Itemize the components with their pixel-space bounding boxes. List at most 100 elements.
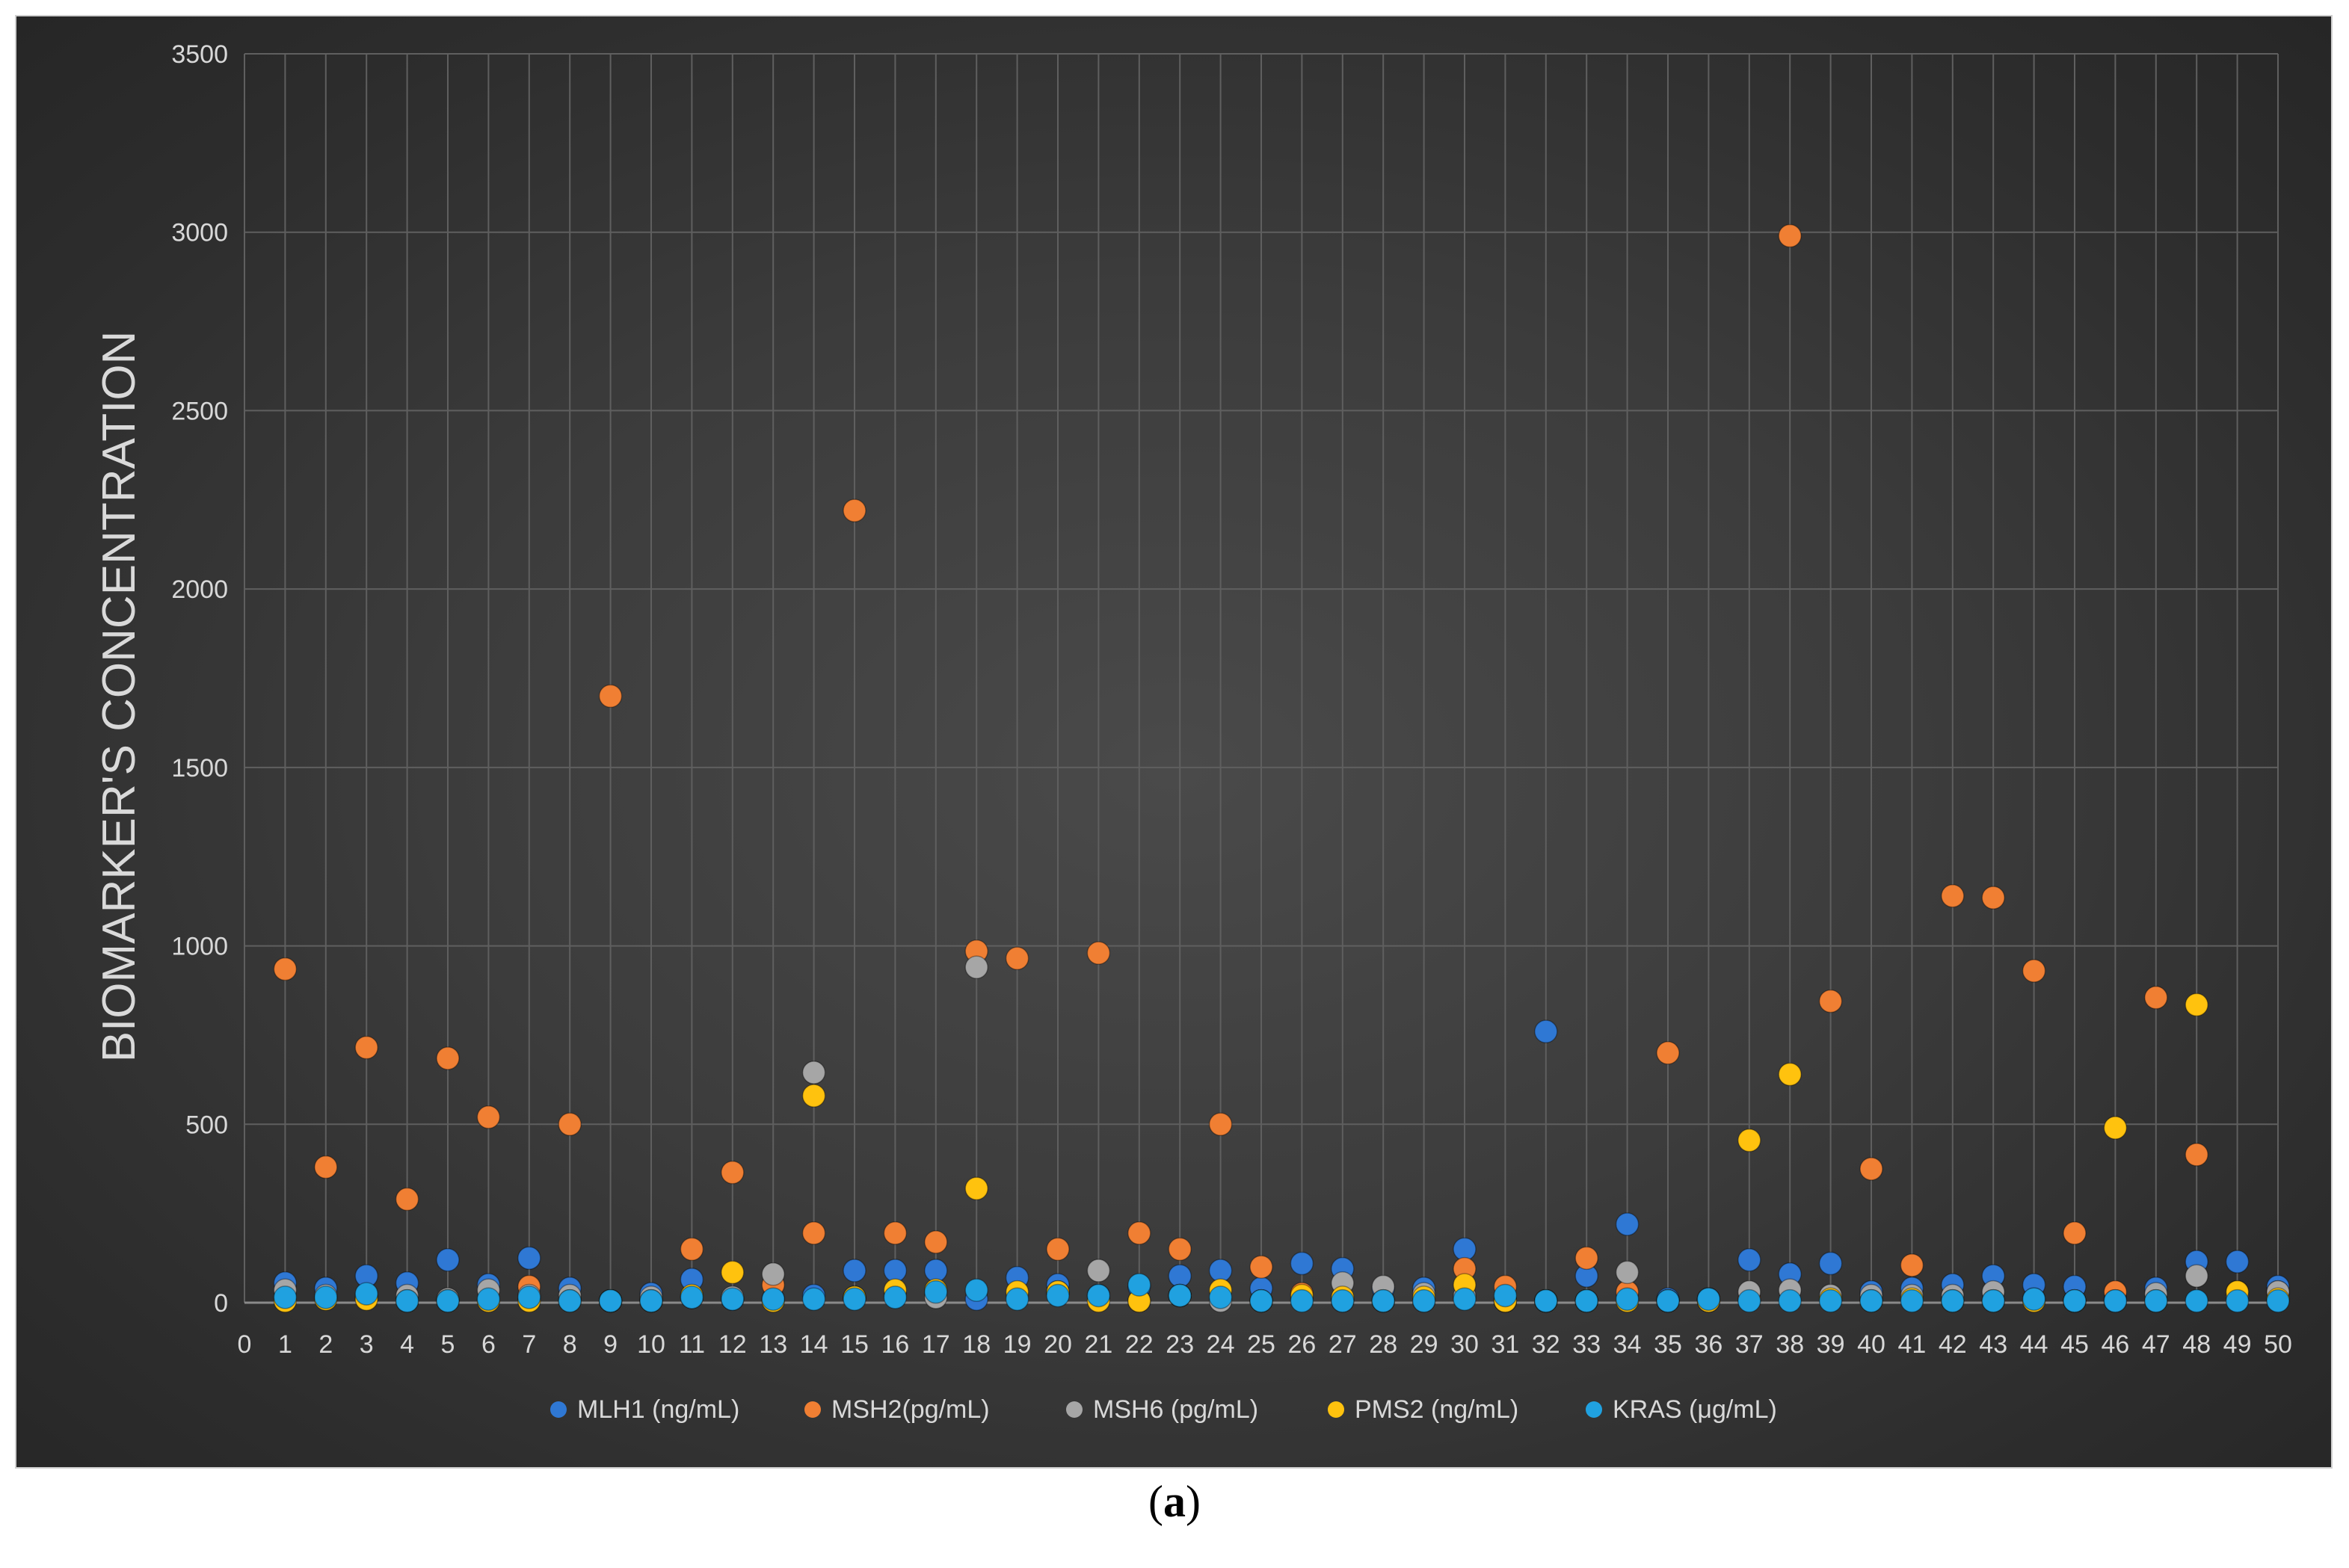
figure-caption: (a): [0, 1476, 2349, 1528]
data-point: [801, 1084, 826, 1108]
data-point: [436, 1247, 460, 1272]
series-0: [273, 1019, 2290, 1313]
data-point: [1778, 1288, 1802, 1313]
data-point: [1168, 1283, 1192, 1308]
data-point: [1737, 1129, 1761, 1152]
data-point: [1331, 1288, 1355, 1313]
data-point: [2144, 1288, 2168, 1313]
data-point: [2185, 1264, 2208, 1288]
data-point: [1005, 1287, 1029, 1311]
data-point: [1127, 1221, 1151, 1245]
data-point: [1046, 1283, 1070, 1308]
data-point: [639, 1288, 663, 1313]
x-tick-label: 15: [840, 1330, 869, 1359]
data-point: [1900, 1253, 1924, 1277]
data-point: [2185, 993, 2208, 1017]
data-point: [761, 1262, 785, 1286]
x-tick-label: 35: [1654, 1330, 1682, 1359]
data-point: [395, 1187, 419, 1212]
data-point: [1859, 1288, 1883, 1313]
x-tick-label: 43: [1979, 1330, 2007, 1359]
x-tick-label: 25: [1247, 1330, 1275, 1359]
data-point: [801, 1287, 826, 1311]
y-tick-label: 3000: [171, 219, 228, 247]
data-point: [964, 1278, 988, 1303]
data-point: [2185, 1143, 2208, 1167]
data-point: [1127, 1273, 1151, 1297]
x-tick-label: 9: [603, 1330, 618, 1359]
data-point: [1615, 1260, 1640, 1285]
x-tick-label: 4: [400, 1330, 414, 1359]
legend-marker: [1328, 1401, 1344, 1418]
x-tick-label: 28: [1369, 1330, 1397, 1359]
data-point: [395, 1288, 419, 1313]
data-point: [1859, 1157, 1883, 1181]
x-tick-label: 14: [800, 1330, 828, 1359]
x-tick-label: 18: [962, 1330, 991, 1359]
x-tick-label: 19: [1003, 1330, 1032, 1359]
data-point: [1086, 1283, 1111, 1308]
x-tick-label: 29: [1410, 1330, 1438, 1359]
x-tick-label: 1: [278, 1330, 292, 1359]
data-point: [273, 1285, 298, 1309]
data-point: [1453, 1237, 1477, 1262]
x-tick-label: 36: [1694, 1330, 1723, 1359]
data-point: [964, 955, 988, 979]
x-tick-label: 37: [1735, 1330, 1764, 1359]
x-tick-label: 33: [1572, 1330, 1601, 1359]
x-tick-label: 41: [1897, 1330, 1926, 1359]
data-point: [1046, 1237, 1070, 1262]
y-tick-label: 500: [185, 1111, 228, 1139]
y-tick-label: 3500: [171, 40, 228, 69]
data-point: [2022, 959, 2046, 983]
legend-label: MLH1 (ng/mL): [577, 1395, 739, 1424]
data-point: [1290, 1251, 1314, 1276]
caption-open-paren: (: [1148, 1477, 1163, 1526]
data-point: [2225, 1288, 2250, 1313]
data-point: [843, 1259, 866, 1283]
x-tick-label: 26: [1287, 1330, 1316, 1359]
data-point: [1086, 941, 1111, 965]
data-point: [1737, 1288, 1761, 1313]
x-tick-label: 38: [1776, 1330, 1804, 1359]
x-tick-label: 49: [2223, 1330, 2252, 1359]
legend-label: KRAS (μg/mL): [1613, 1395, 1777, 1424]
data-point: [1656, 1041, 1680, 1065]
data-point: [1981, 886, 2005, 910]
y-tick-label: 1000: [171, 933, 228, 961]
x-tick-label: 44: [2020, 1330, 2048, 1359]
legend-label: MSH6 (pg/mL): [1093, 1395, 1258, 1424]
x-tick-label: 13: [759, 1330, 787, 1359]
data-point: [273, 957, 298, 981]
data-point: [1208, 1285, 1233, 1309]
data-point: [1615, 1212, 1640, 1236]
data-point: [1086, 1259, 1111, 1283]
data-point: [2063, 1288, 2087, 1313]
data-point: [1453, 1287, 1477, 1311]
data-point: [761, 1287, 785, 1311]
data-point: [2144, 986, 2168, 1010]
data-point: [558, 1112, 582, 1137]
data-points: [273, 223, 2290, 1313]
legend-marker: [550, 1401, 567, 1418]
data-point: [2103, 1288, 2128, 1313]
x-axis-ticks: 0 1 2 3 4 5 6 7 8 9 10 11 12 13 14 15 16 17 18 19 20 21 22 23 24…: [238, 1330, 2292, 1359]
data-point: [354, 1282, 378, 1306]
data-point: [1574, 1288, 1598, 1313]
data-point: [1778, 223, 1802, 248]
data-point: [1981, 1288, 2005, 1313]
legend-label: PMS2 (ng/mL): [1355, 1395, 1518, 1424]
data-point: [436, 1288, 460, 1313]
x-tick-label: 27: [1329, 1330, 1357, 1359]
data-point: [476, 1287, 501, 1311]
data-point: [924, 1230, 948, 1254]
grid: [244, 53, 2279, 1304]
x-tick-label: 45: [2060, 1330, 2089, 1359]
x-tick-label: 0: [238, 1330, 252, 1359]
data-point: [924, 1259, 948, 1283]
legend: MLH1 (ng/mL) MSH2(pg/mL) MSH6 (pg/mL) PMS2 …: [550, 1395, 1777, 1424]
data-point: [1290, 1288, 1314, 1313]
data-point: [1168, 1237, 1192, 1262]
